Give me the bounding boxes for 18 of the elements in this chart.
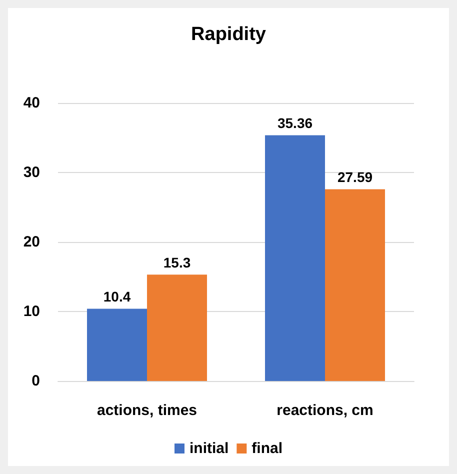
- y-tick-label: 10: [23, 303, 40, 320]
- x-tick-label: actions, times: [96, 402, 198, 419]
- data-label: 35.36: [277, 115, 313, 132]
- y-tick-label: 40: [23, 94, 40, 112]
- chart-title: Rapidity: [191, 24, 266, 45]
- bar: [147, 274, 207, 381]
- x-tick-label: reactions, cm: [276, 402, 374, 419]
- bar: [325, 189, 385, 381]
- legend-label: initial: [190, 440, 229, 457]
- y-tick-label: 0: [32, 372, 40, 390]
- data-label: 10.4: [103, 288, 131, 305]
- data-label: 27.59: [337, 169, 373, 186]
- bar: [87, 308, 147, 381]
- legend-label: final: [252, 440, 283, 457]
- data-label: 15.3: [163, 254, 191, 271]
- bar: [265, 135, 325, 381]
- y-tick-label: 20: [23, 234, 40, 250]
- y-tick-label: 30: [23, 164, 40, 181]
